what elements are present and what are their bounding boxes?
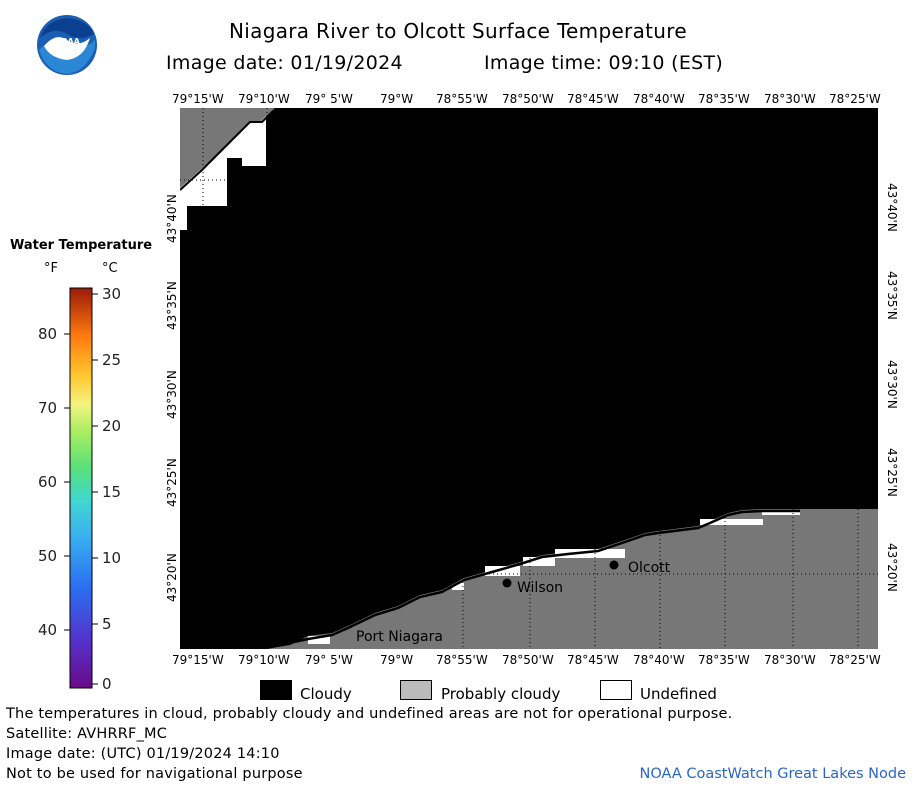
lat-tick: 43°35'N <box>885 271 899 320</box>
undefined-label: Undefined <box>640 685 717 703</box>
lat-tick: 43°40'N <box>885 183 899 232</box>
lon-tick: 78°35'W <box>698 92 750 106</box>
undefined-patch <box>485 566 520 576</box>
lon-tick: 78°55'W <box>436 653 488 667</box>
lon-tick: 79°15'W <box>172 92 224 106</box>
place-label-port-niagara: Port Niagara <box>356 629 443 645</box>
cloudy-label: Cloudy <box>300 685 352 703</box>
lat-tick: 43°25'N <box>885 448 899 497</box>
scale-label-c: 10 <box>102 549 122 567</box>
scale-label-c: 25 <box>102 351 122 369</box>
utc-image-date: Image date: (UTC) 01/19/2024 14:10 <box>6 746 280 762</box>
temperature-color-scale <box>64 287 98 689</box>
cloudy-swatch <box>260 680 292 700</box>
wilson-marker <box>502 578 512 588</box>
canada-land-area <box>180 108 275 188</box>
undefined-patch <box>555 549 625 558</box>
lon-tick: 79°10'W <box>238 653 290 667</box>
olcott-marker <box>609 560 619 570</box>
scale-label-c: 30 <box>102 285 122 303</box>
noaa-logo-text: NOAA <box>54 37 80 46</box>
lat-tick: 43°20'N <box>885 543 899 592</box>
satellite-info: Satellite: AVHRRF_MC <box>6 726 168 742</box>
undefined-swatch <box>600 680 632 700</box>
lon-tick: 78°40'W <box>633 92 685 106</box>
lon-tick: 78°50'W <box>502 92 554 106</box>
place-label-wilson: Wilson <box>517 580 564 596</box>
navigation-warning: Not to be used for navigational purpose <box>6 766 303 782</box>
undefined-shoreline-north <box>180 116 266 230</box>
scale-label-f: 60 <box>38 473 58 491</box>
scale-label-f: 80 <box>38 325 58 343</box>
map-title: Niagara River to Olcott Surface Temperat… <box>229 19 687 43</box>
coastline-south <box>265 509 800 649</box>
scale-label-c: 15 <box>102 483 122 501</box>
lat-tick: 43°30'N <box>885 360 899 409</box>
lon-tick: 78°25'W <box>829 92 881 106</box>
graticule <box>180 108 878 649</box>
lon-tick: 78°40'W <box>633 653 685 667</box>
lon-tick: 79°10'W <box>238 92 290 106</box>
scale-label-f: 70 <box>38 399 58 417</box>
legend-unit-c: °C <box>102 261 118 276</box>
coastwatch-credit: NOAA CoastWatch Great Lakes Node <box>639 766 906 782</box>
lon-tick: 78°45'W <box>567 653 619 667</box>
noaa-logo: NOAA <box>36 14 98 76</box>
coastline-north <box>180 111 273 191</box>
lon-tick: 78°30'W <box>764 653 816 667</box>
legend-unit-f: °F <box>44 261 58 276</box>
scale-label-f: 50 <box>38 547 58 565</box>
lon-tick: 78°45'W <box>567 92 619 106</box>
lat-tick: 43°35'N <box>165 281 179 330</box>
lon-tick: 79° 5'W <box>305 92 353 106</box>
legend-title: Water Temperature <box>10 238 153 253</box>
lat-tick: 43°30'N <box>165 370 179 419</box>
probably-cloudy-swatch <box>400 680 432 700</box>
lon-tick: 79°W <box>380 653 414 667</box>
surface-temperature-map <box>180 108 878 649</box>
lon-tick: 78°30'W <box>764 92 816 106</box>
scale-label-c: 0 <box>102 675 112 693</box>
lon-tick: 79° 5'W <box>305 653 353 667</box>
lon-tick: 79°W <box>380 92 414 106</box>
scale-label-f: 40 <box>38 621 58 639</box>
place-label-olcott: Olcott <box>628 560 671 576</box>
lon-tick: 78°35'W <box>698 653 750 667</box>
lon-tick: 79°15'W <box>172 653 224 667</box>
lon-tick: 78°50'W <box>502 653 554 667</box>
lat-tick: 43°40'N <box>165 194 179 243</box>
scale-label-c: 5 <box>102 615 112 633</box>
lat-tick: 43°20'N <box>165 553 179 602</box>
image-time: Image time: 09:10 (EST) <box>484 52 724 74</box>
probably-cloudy-label: Probably cloudy <box>441 685 561 703</box>
image-date: Image date: 01/19/2024 <box>166 52 403 74</box>
lon-tick: 78°25'W <box>829 653 881 667</box>
scale-label-c: 20 <box>102 417 122 435</box>
disclaimer-note: The temperatures in cloud, probably clou… <box>6 706 733 722</box>
lat-tick: 43°25'N <box>165 458 179 507</box>
lon-tick: 78°55'W <box>436 92 488 106</box>
